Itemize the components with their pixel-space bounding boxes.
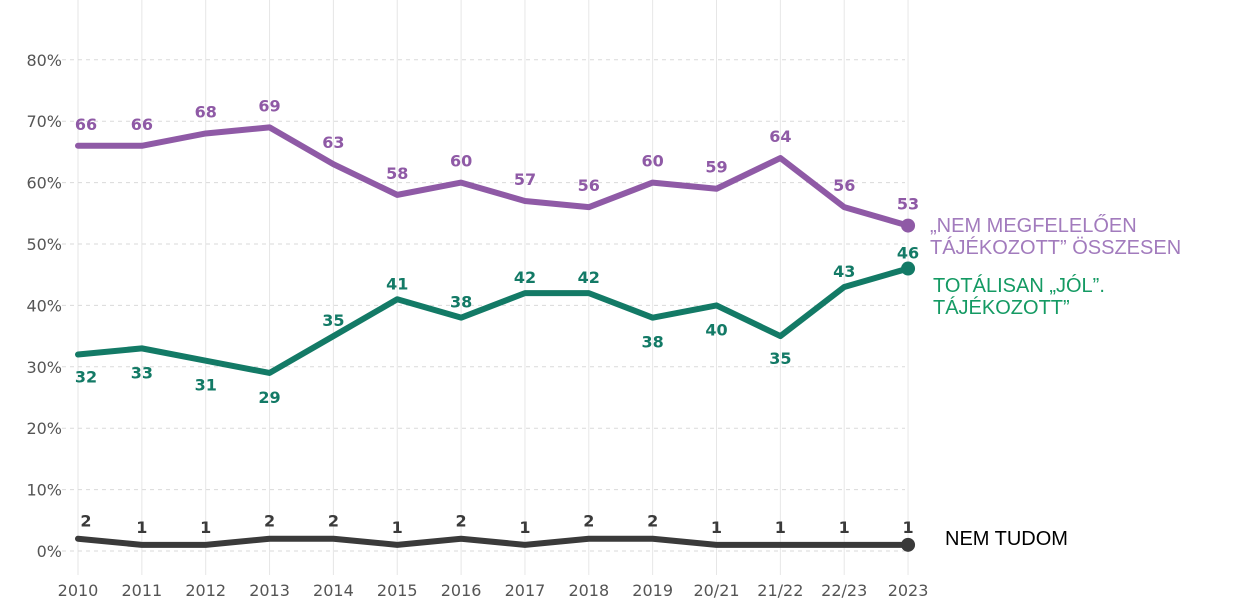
data-label: 64 [769,127,791,146]
data-label: 2 [328,512,339,531]
x-tick-label: 2011 [121,581,162,600]
series-label-dont-know: NEM TUDOM [945,528,1068,550]
series-end-marker [901,261,916,276]
x-tick-label: 2019 [632,581,673,600]
y-tick-label: 40% [26,296,62,315]
data-label: 41 [386,274,408,293]
x-tick-label: 2018 [568,581,609,600]
x-tick-label: 22/23 [821,581,867,600]
x-tick-label: 2016 [441,581,482,600]
x-tick-label: 2013 [249,581,290,600]
data-label: 31 [195,376,217,395]
data-label: 46 [897,244,919,263]
data-label: 29 [258,388,280,407]
data-label: 56 [578,176,600,195]
data-label: 43 [833,262,855,281]
data-label: 1 [200,518,211,537]
data-label: 1 [839,518,850,537]
data-label: 63 [322,133,344,152]
series-line [75,535,912,548]
data-label: 38 [642,333,664,352]
data-label: 32 [75,368,97,387]
data-label: 58 [386,164,408,183]
data-label: 59 [705,158,727,177]
series-line [75,124,912,229]
data-label: 2 [647,512,658,531]
x-tick-label: 2023 [888,581,929,600]
series-line [75,265,912,376]
data-label: 40 [705,320,727,339]
x-tick-label: 2012 [185,581,226,600]
data-label: 66 [75,115,97,134]
data-label: 60 [450,152,472,171]
data-label: 68 [195,102,217,121]
data-label: 69 [258,96,280,115]
x-tick-label: 2015 [377,581,418,600]
x-tick-label: 2017 [505,581,546,600]
data-label: 57 [514,170,536,189]
data-label: 56 [833,176,855,195]
y-tick-label: 70% [26,112,62,131]
series-end-marker [901,218,916,233]
data-label: 42 [514,268,536,287]
y-tick-label: 0% [37,542,62,561]
data-label: 2 [264,512,275,531]
data-label: 60 [642,152,664,171]
series-label-not-informed: „NEM MEGFELELŐEN TÁJÉKOZOTT” ÖSSZESEN [930,215,1182,259]
series-end-marker [901,537,916,552]
y-tick-label: 30% [26,358,62,377]
data-label: 53 [897,195,919,214]
series-label-well-informed: TOTÁLISAN „JÓL”. TÁJÉKOZOTT” [933,275,1105,319]
data-label: 1 [392,518,403,537]
data-label: 1 [775,518,786,537]
data-label: 35 [322,311,344,330]
y-tick-label: 20% [26,419,62,438]
data-label: 2 [583,512,594,531]
data-label: 33 [131,363,153,382]
data-label: 2 [80,512,91,531]
x-tick-label: 21/22 [757,581,803,600]
y-tick-label: 60% [26,174,62,193]
data-label: 42 [578,268,600,287]
data-label: 2 [456,512,467,531]
data-label: 1 [136,518,147,537]
x-tick-label: 20/21 [693,581,739,600]
y-tick-label: 10% [26,481,62,500]
y-tick-label: 80% [26,51,62,70]
data-label: 38 [450,293,472,312]
data-label: 1 [711,518,722,537]
data-label: 66 [131,115,153,134]
data-label: 1 [519,518,530,537]
data-label: 35 [769,349,791,368]
x-tick-label: 2010 [58,581,99,600]
data-label: 1 [902,518,913,537]
y-tick-label: 50% [26,235,62,254]
x-tick-label: 2014 [313,581,354,600]
